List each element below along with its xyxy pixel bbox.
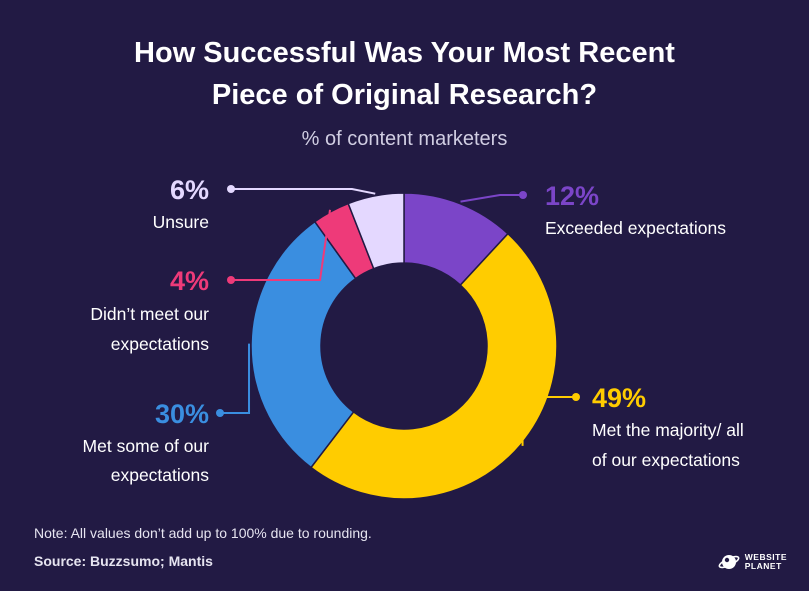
leader-dot-0 — [519, 191, 527, 199]
slice-category-label-2-line-1: expectations — [111, 465, 210, 485]
chart-title: How Successful Was Your Most Recent Piec… — [0, 32, 809, 116]
leader-line-3 — [231, 209, 331, 281]
donut-slice-2 — [250, 220, 357, 469]
chart-title-line-2: Piece of Original Research? — [211, 79, 598, 111]
leader-dot-4 — [227, 185, 235, 193]
slice-value-label-3: 4% — [170, 266, 209, 296]
slice-value-label-1: 49% — [592, 383, 646, 413]
slice-value-label-2: 30% — [155, 399, 209, 429]
slice-category-label-1-line-0: Met the majority/ all — [592, 420, 744, 440]
leader-dot-3 — [227, 276, 235, 284]
slice-category-label-4-line-0: Unsure — [153, 212, 209, 232]
leader-line-4 — [231, 188, 376, 195]
chart-title-line-1: How Successful Was Your Most Recent — [134, 37, 675, 69]
donut-slice-1 — [309, 232, 558, 500]
slice-category-label-2-line-0: Met some of our — [83, 436, 210, 456]
leader-line-1 — [521, 396, 576, 446]
website-planet-logo: WEBSITE PLANET — [718, 551, 787, 573]
brand-line-2: PLANET — [744, 561, 782, 571]
slice-category-label-1-line-1: of our expectations — [592, 450, 740, 470]
slice-category-label-0-line-0: Exceeded expectations — [545, 218, 726, 238]
leader-dot-2 — [216, 409, 224, 417]
footnote: Note: All values don’t add up to 100% du… — [34, 525, 372, 541]
leader-line-0 — [460, 194, 523, 203]
slice-category-label-3-line-1: expectations — [111, 334, 210, 354]
chart-subtitle: % of content marketers — [301, 128, 508, 150]
leader-dot-1 — [572, 393, 580, 401]
leader-line-2 — [220, 343, 251, 414]
donut-slice-4 — [347, 192, 405, 270]
source-credit: Source: Buzzsumo; Mantis — [34, 553, 213, 569]
slice-value-label-0: 12% — [545, 181, 599, 211]
brand-line-1: WEBSITE — [744, 552, 787, 562]
slice-category-label-3-line-0: Didn’t meet our — [90, 304, 209, 324]
planet-icon — [718, 555, 740, 569]
slice-value-label-4: 6% — [170, 175, 209, 205]
